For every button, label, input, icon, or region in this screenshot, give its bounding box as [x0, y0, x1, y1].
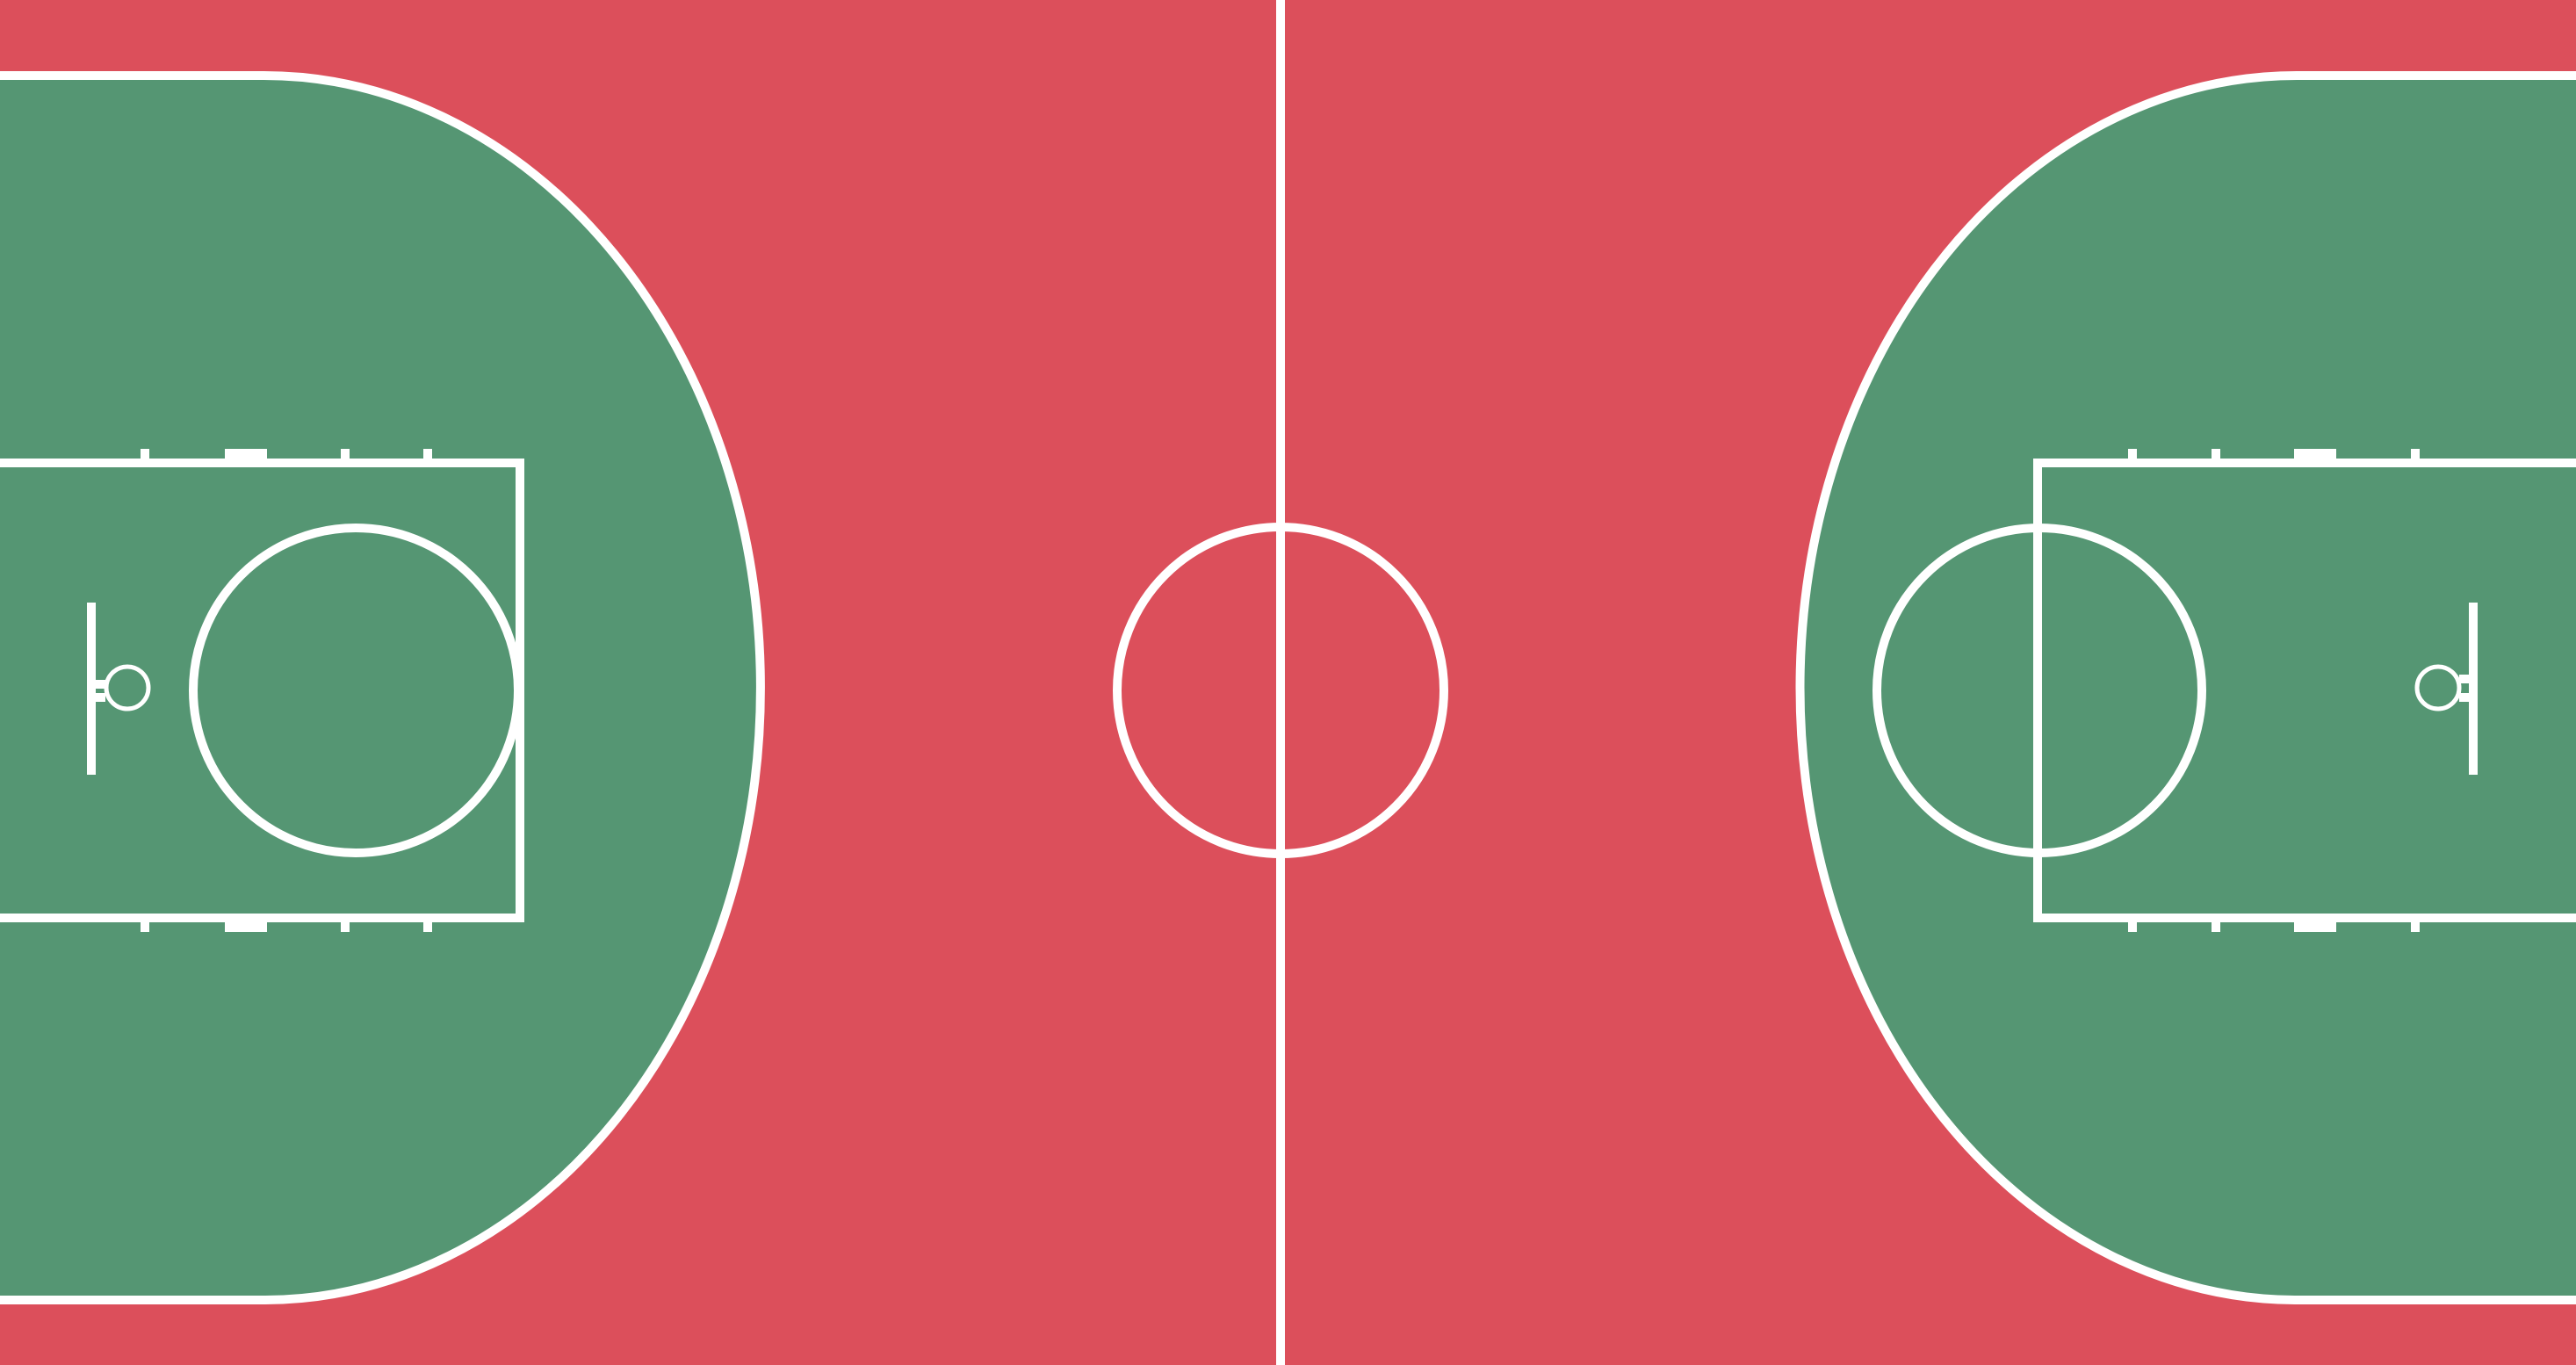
lane-hash-mark — [141, 920, 149, 932]
lane-hash-mark — [2411, 449, 2420, 461]
lane-hash-mark — [2128, 920, 2137, 932]
left-hoop — [104, 664, 151, 711]
lane-hash-mark — [2294, 449, 2336, 461]
right-hoop — [2414, 664, 2462, 711]
center-court — [1113, 0, 1448, 1365]
lane-hash-mark — [423, 920, 432, 932]
left-half — [0, 70, 766, 1304]
left-free-throw-circle — [189, 524, 523, 857]
lane-hash-mark — [225, 449, 267, 461]
lane-hash-mark — [225, 920, 267, 932]
lane-hash-mark — [423, 449, 432, 461]
lane-hash-mark — [2212, 449, 2220, 461]
lane-hash-mark — [341, 920, 350, 932]
lane-hash-mark — [2128, 449, 2137, 461]
lane-hash-mark — [141, 449, 149, 461]
right-key-box — [2033, 459, 2576, 922]
lane-hash-mark — [341, 449, 350, 461]
left-three-point-area — [0, 75, 761, 1300]
right-three-point-line — [1795, 70, 2576, 1304]
right-lane-hash-marks — [2128, 449, 2420, 932]
lane-hash-mark — [2212, 920, 2220, 932]
center-circle — [1113, 523, 1448, 858]
right-three-point-area — [1800, 75, 2576, 1300]
lane-hash-mark — [2294, 920, 2336, 932]
right-free-throw-circle — [1872, 524, 2206, 857]
left-lane-hash-marks — [141, 449, 432, 932]
right-half — [1795, 70, 2576, 1304]
left-three-point-line — [0, 70, 766, 1304]
lane-hash-mark — [2411, 920, 2420, 932]
